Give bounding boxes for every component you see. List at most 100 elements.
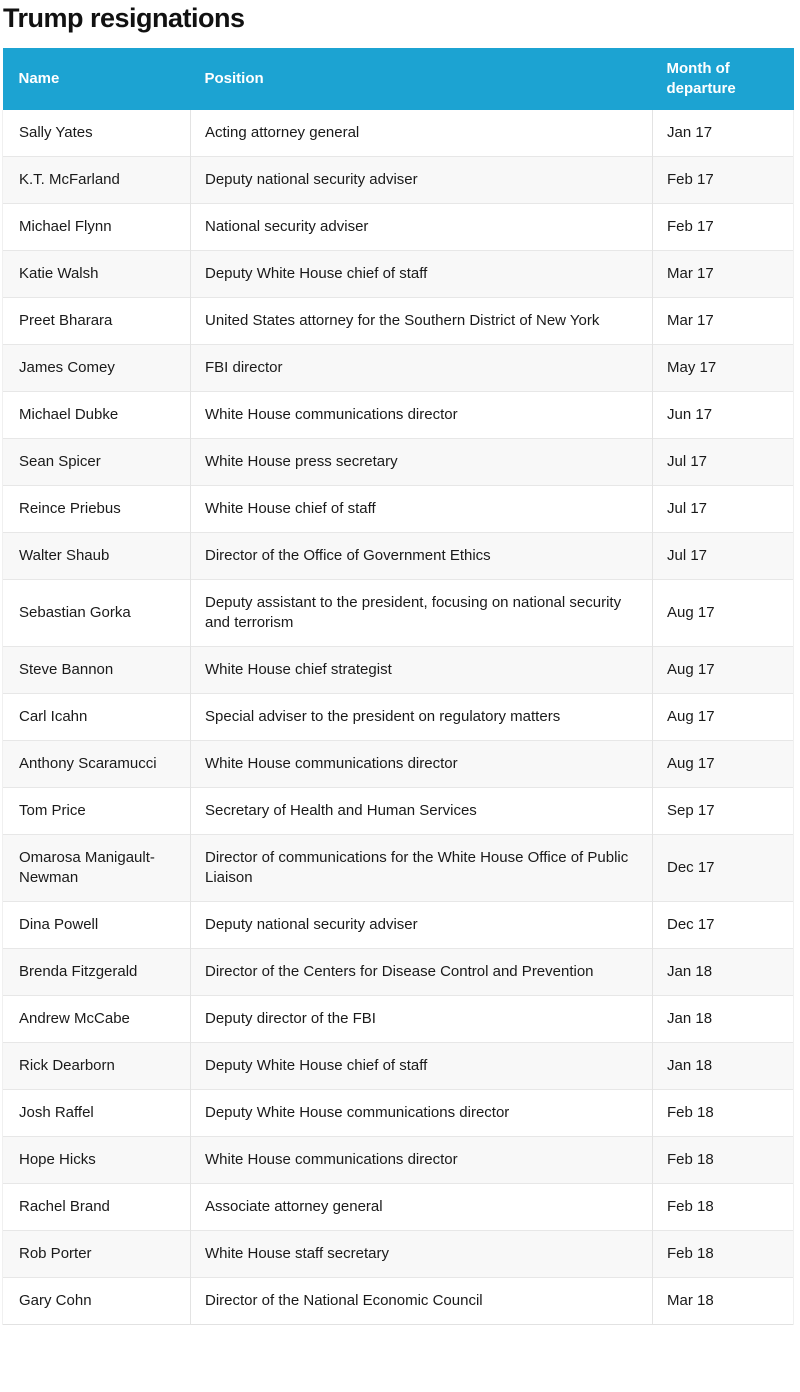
cell-name: Sally Yates (2, 110, 191, 157)
cell-name: Hope Hicks (2, 1136, 191, 1184)
table-row: Sean Spicer White House press secretary Ju… (2, 438, 794, 486)
cell-month: Aug 17 (652, 579, 794, 647)
cell-position: Deputy national security adviser (190, 901, 653, 949)
cell-position: White House communications director (190, 740, 653, 788)
cell-month: Feb 17 (652, 203, 794, 251)
cell-month: Mar 17 (652, 250, 794, 298)
table-row: Rick Dearborn Deputy White House chief of… (2, 1042, 794, 1090)
cell-position: White House communications director (190, 1136, 653, 1184)
cell-month: Aug 17 (652, 693, 794, 741)
table-row: James Comey FBI director May 17 (2, 344, 794, 392)
table-row: Josh Raffel Deputy White House communicat… (2, 1089, 794, 1137)
cell-position: Special adviser to the president on regu… (190, 693, 653, 741)
cell-name: Brenda Fitzgerald (2, 948, 191, 996)
cell-position: White House chief of staff (190, 485, 653, 533)
table-row: Dina Powell Deputy national security advi… (2, 901, 794, 949)
header-row: Name Position Month of departure (2, 48, 794, 111)
cell-name: Katie Walsh (2, 250, 191, 298)
cell-month: Aug 17 (652, 646, 794, 694)
cell-month: Jan 18 (652, 995, 794, 1043)
cell-month: Feb 17 (652, 156, 794, 204)
table-row: Michael Dubke White House communications … (2, 391, 794, 439)
cell-month: Jul 17 (652, 438, 794, 486)
table-row: Katie Walsh Deputy White House chief of s… (2, 250, 794, 298)
cell-position: Deputy White House communications direct… (190, 1089, 653, 1137)
cell-name: Sebastian Gorka (2, 579, 191, 647)
cell-name: Rob Porter (2, 1230, 191, 1278)
cell-position: Director of the National Economic Counci… (190, 1277, 653, 1325)
table-row: Gary Cohn Director of the National Econom… (2, 1277, 794, 1325)
table-row: Hope Hicks White House communications dir… (2, 1136, 794, 1184)
cell-month: Feb 18 (652, 1230, 794, 1278)
table-row: Steve Bannon White House chief strategist… (2, 646, 794, 694)
cell-position: White House communications director (190, 391, 653, 439)
cell-month: Dec 17 (652, 834, 794, 902)
cell-position: United States attorney for the Southern … (190, 297, 653, 345)
table-row: Andrew McCabe Deputy director of the FBI J… (2, 995, 794, 1043)
cell-name: Reince Priebus (2, 485, 191, 533)
cell-position: Deputy assistant to the president, focus… (190, 579, 653, 647)
table-row: Carl Icahn Special adviser to the preside… (2, 693, 794, 741)
cell-month: Feb 18 (652, 1089, 794, 1137)
cell-position: Director of the Centers for Disease Cont… (190, 948, 653, 996)
cell-name: Michael Flynn (2, 203, 191, 251)
cell-name: Omarosa Manigault-Newman (2, 834, 191, 902)
cell-name: Sean Spicer (2, 438, 191, 486)
column-header-month: Month of departure (652, 48, 794, 111)
cell-position: Secretary of Health and Human Services (190, 787, 653, 835)
cell-position: Director of the Office of Government Eth… (190, 532, 653, 580)
cell-position: Deputy White House chief of staff (190, 1042, 653, 1090)
cell-name: Preet Bharara (2, 297, 191, 345)
table-row: Rachel Brand Associate attorney general Fe… (2, 1183, 794, 1231)
cell-position: Associate attorney general (190, 1183, 653, 1231)
cell-name: Steve Bannon (2, 646, 191, 694)
cell-month: Jul 17 (652, 485, 794, 533)
cell-position: Deputy director of the FBI (190, 995, 653, 1043)
cell-name: Michael Dubke (2, 391, 191, 439)
table-row: Walter Shaub Director of the Office of Go… (2, 532, 794, 580)
cell-month: Mar 17 (652, 297, 794, 345)
cell-month: Jul 17 (652, 532, 794, 580)
cell-position: FBI director (190, 344, 653, 392)
cell-name: Carl Icahn (2, 693, 191, 741)
cell-name: Walter Shaub (2, 532, 191, 580)
page-title: Trump resignations (3, 3, 245, 33)
cell-month: Dec 17 (652, 901, 794, 949)
column-header-name: Name (2, 48, 191, 111)
cell-name: Andrew McCabe (2, 995, 191, 1043)
cell-name: Anthony Scaramucci (2, 740, 191, 788)
cell-position: White House chief strategist (190, 646, 653, 694)
table-row: Anthony Scaramucci White House communicat… (2, 740, 794, 788)
cell-month: May 17 (652, 344, 794, 392)
cell-month: Sep 17 (652, 787, 794, 835)
table-row: Michael Flynn National security adviser Fe… (2, 203, 794, 251)
cell-position: White House press secretary (190, 438, 653, 486)
table-row: Sebastian Gorka Deputy assistant to the p… (2, 579, 794, 647)
table-row: Preet Bharara United States attorney for … (2, 297, 794, 345)
cell-name: Gary Cohn (2, 1277, 191, 1325)
cell-position: National security adviser (190, 203, 653, 251)
cell-name: Rachel Brand (2, 1183, 191, 1231)
cell-position: Director of communications for the White… (190, 834, 653, 902)
cell-name: Tom Price (2, 787, 191, 835)
cell-name: Josh Raffel (2, 1089, 191, 1137)
cell-month: Aug 17 (652, 740, 794, 788)
table-row: Omarosa Manigault-Newman Director of comm… (2, 834, 794, 902)
cell-name: James Comey (2, 344, 191, 392)
cell-month: Jan 17 (652, 110, 794, 157)
resignations-table: Name Position Month of departure Sally Y… (2, 48, 794, 1326)
cell-month: Feb 18 (652, 1183, 794, 1231)
cell-position: Acting attorney general (190, 110, 653, 157)
table-row: Reince Priebus White House chief of staff… (2, 485, 794, 533)
cell-month: Jun 17 (652, 391, 794, 439)
table-row: Sally Yates Acting attorney general Jan 17 (2, 110, 794, 157)
cell-month: Jan 18 (652, 1042, 794, 1090)
table-row: Tom Price Secretary of Health and Human S… (2, 787, 794, 835)
column-header-position: Position (190, 48, 653, 111)
table-row: Brenda Fitzgerald Director of the Centers… (2, 948, 794, 996)
cell-month: Mar 18 (652, 1277, 794, 1325)
table-row: K.T. McFarland Deputy national security a… (2, 156, 794, 204)
table-body: Sally Yates Acting attorney general Jan 17… (2, 110, 794, 1325)
table-row: Rob Porter White House staff secretary Feb… (2, 1230, 794, 1278)
